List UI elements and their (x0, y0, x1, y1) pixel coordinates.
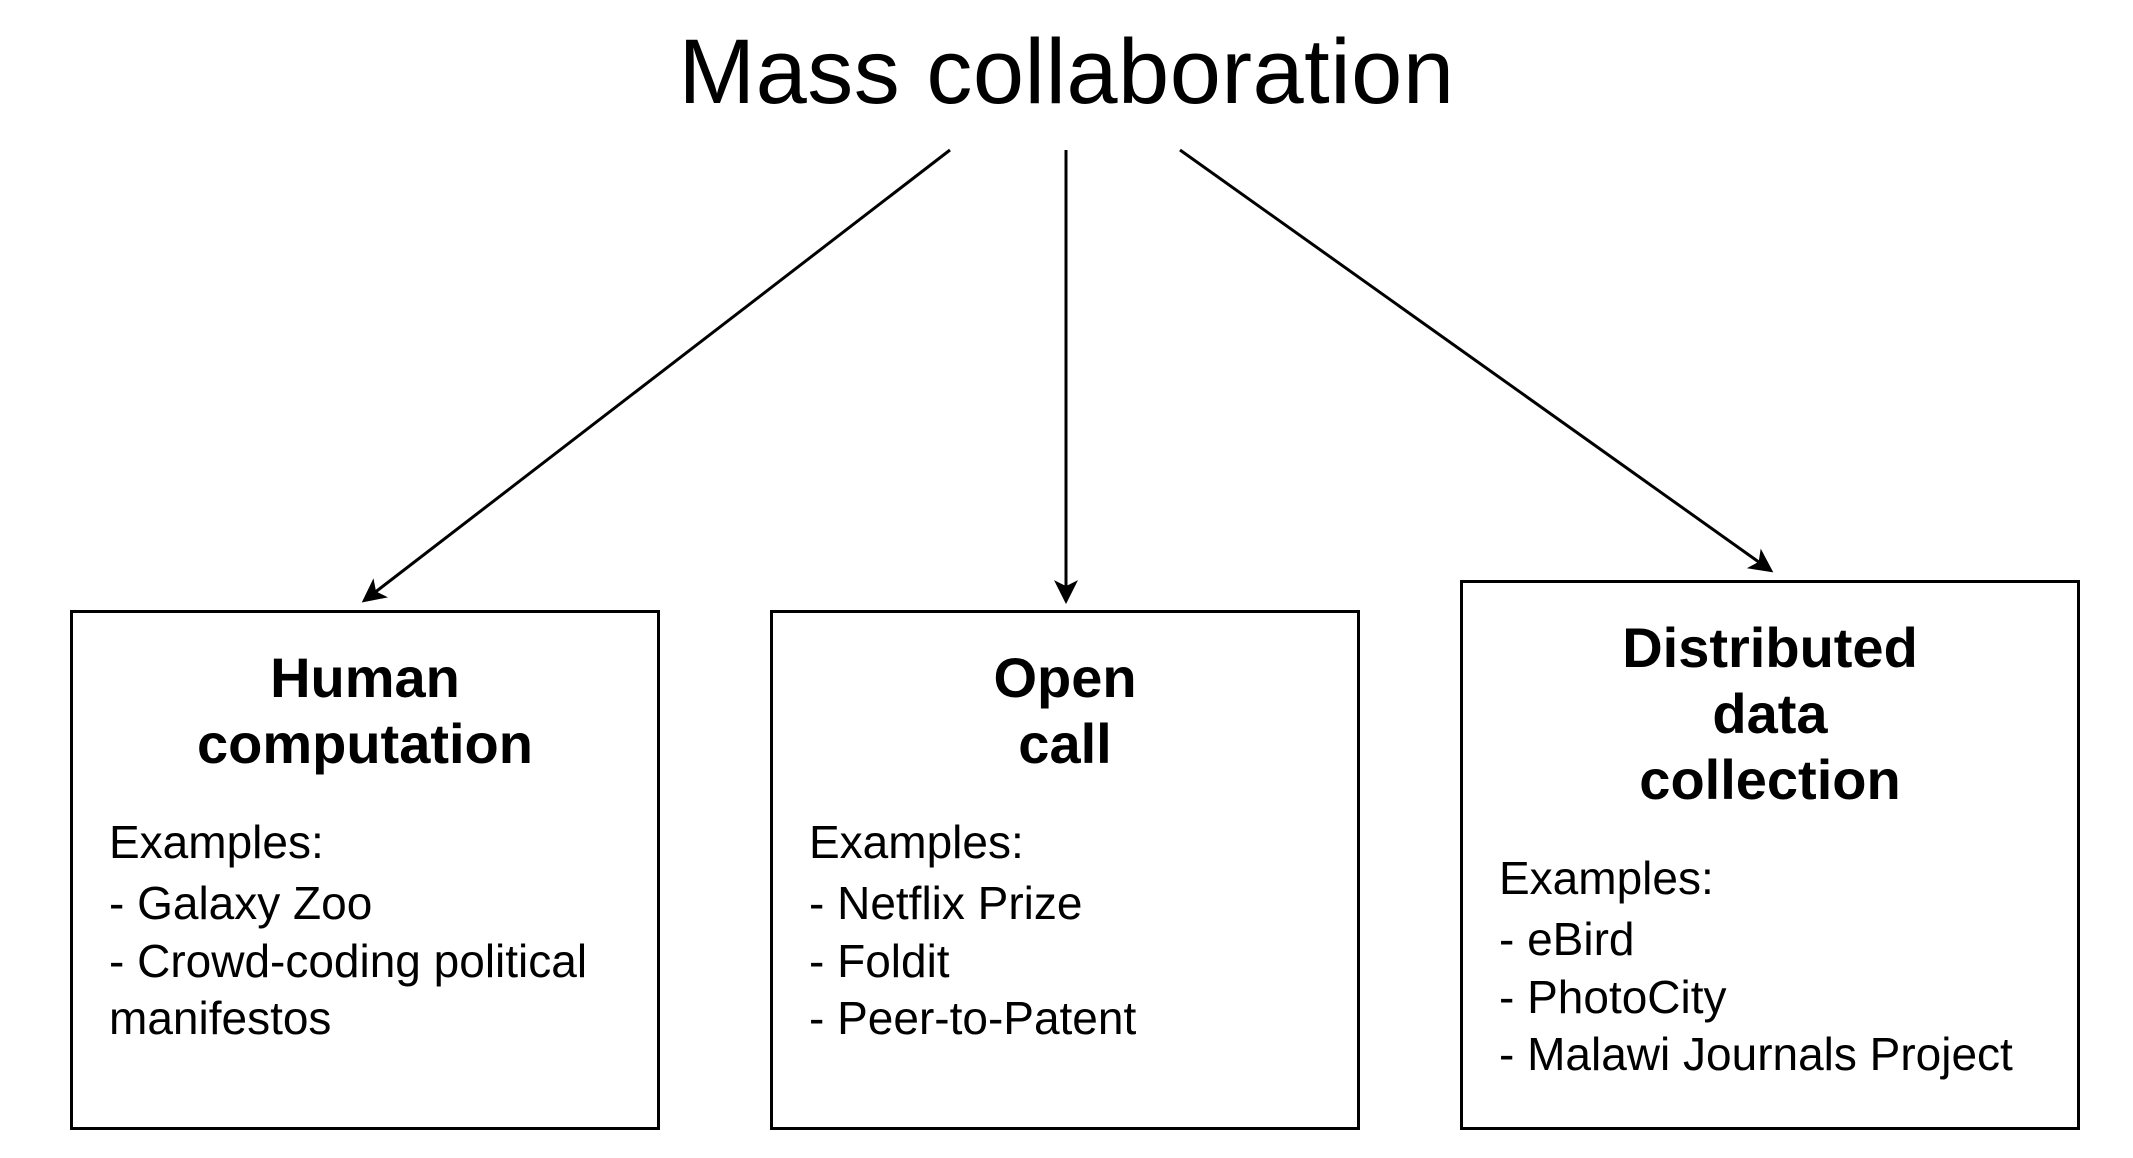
diagram-canvas: Mass collaboration Human computation Exa… (0, 0, 2133, 1158)
example-item: - Malawi Journals Project (1499, 1026, 2041, 1084)
example-item: - Crowd-coding political manifestos (109, 933, 621, 1048)
examples-label: Examples: (809, 815, 1321, 869)
node-heading: Human computation (109, 645, 621, 777)
example-item: - Foldit (809, 933, 1321, 991)
node-open-call: Open call Examples: - Netflix Prize - Fo… (770, 610, 1360, 1130)
examples-label: Examples: (109, 815, 621, 869)
examples-list: - Netflix Prize - Foldit - Peer-to-Paten… (809, 875, 1321, 1048)
node-distributed-data-collection: Distributed data collection Examples: - … (1460, 580, 2080, 1130)
example-item: - PhotoCity (1499, 969, 2041, 1027)
example-item: - Netflix Prize (809, 875, 1321, 933)
examples-label: Examples: (1499, 851, 2041, 905)
examples-list: - eBird - PhotoCity - Malawi Journals Pr… (1499, 911, 2041, 1084)
edge-0 (365, 150, 950, 600)
edge-2 (1180, 150, 1770, 570)
node-human-computation: Human computation Examples: - Galaxy Zoo… (70, 610, 660, 1130)
examples-list: - Galaxy Zoo - Crowd-coding political ma… (109, 875, 621, 1048)
example-item: - eBird (1499, 911, 2041, 969)
example-item: - Galaxy Zoo (109, 875, 621, 933)
example-item: - Peer-to-Patent (809, 990, 1321, 1048)
node-heading: Distributed data collection (1499, 615, 2041, 813)
node-heading: Open call (809, 645, 1321, 777)
